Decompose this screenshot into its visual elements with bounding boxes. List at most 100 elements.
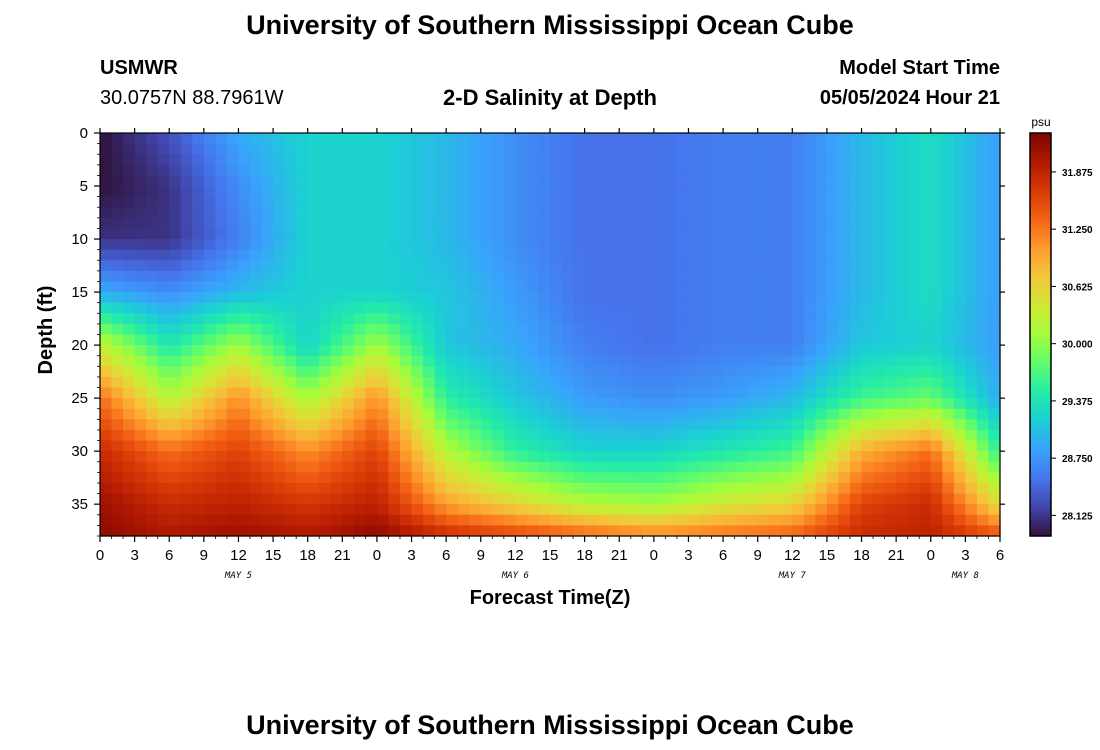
heatmap-cell — [988, 281, 1001, 293]
heatmap-cell — [538, 260, 551, 272]
heatmap-cell — [538, 461, 551, 473]
heatmap-cell — [342, 376, 355, 389]
heatmap-cell — [319, 302, 332, 314]
heatmap-cell — [907, 504, 920, 516]
heatmap-cell — [746, 239, 759, 251]
heatmap-cell — [596, 175, 609, 187]
heatmap-cell — [203, 249, 216, 261]
heatmap-cell — [734, 143, 747, 155]
heatmap-cell — [746, 345, 759, 357]
heatmap-cell — [711, 143, 724, 155]
heatmap-cell — [365, 302, 378, 314]
heatmap-cell — [307, 408, 320, 420]
heatmap-cell — [942, 323, 955, 336]
heatmap-cell — [561, 440, 574, 452]
heatmap-cell — [503, 323, 516, 336]
heatmap-cell — [711, 440, 724, 452]
heatmap-cell — [307, 472, 320, 484]
heatmap-cell — [515, 525, 528, 537]
heatmap-cell — [607, 345, 620, 357]
heatmap-cell — [446, 429, 459, 442]
heatmap-cell — [134, 292, 147, 304]
heatmap-cell — [896, 228, 909, 240]
heatmap-cell — [296, 239, 309, 251]
heatmap-cell — [388, 376, 401, 389]
heatmap-cell — [365, 239, 378, 251]
heatmap-cell — [619, 207, 632, 219]
heatmap-cell — [815, 504, 828, 516]
heatmap-cell — [976, 355, 990, 367]
heatmap-cell — [734, 429, 747, 442]
station-coordinates: 30.0757N 88.7961W — [100, 87, 284, 109]
heatmap-cell — [942, 482, 955, 495]
heatmap-cell — [388, 154, 401, 166]
heatmap-cell — [400, 398, 413, 410]
heatmap-cell — [480, 154, 493, 166]
heatmap-cell — [157, 281, 170, 293]
heatmap-cell — [976, 345, 990, 357]
heatmap-cell — [296, 440, 309, 452]
heatmap-cell — [226, 493, 240, 505]
heatmap-cell — [307, 366, 320, 378]
heatmap-cell — [388, 461, 401, 473]
heatmap-cell — [780, 472, 793, 484]
heatmap-cell — [307, 345, 320, 357]
heatmap-cell — [400, 376, 413, 389]
heatmap-cell — [769, 164, 782, 177]
heatmap-cell — [803, 270, 816, 283]
heatmap-cell — [296, 154, 309, 166]
heatmap-cell — [953, 461, 966, 473]
heatmap-cell — [884, 323, 897, 336]
heatmap-cell — [261, 482, 274, 495]
heatmap-cell — [965, 133, 978, 145]
heatmap-cell — [261, 175, 274, 187]
heatmap-cell — [942, 175, 955, 187]
heatmap-cell — [642, 419, 655, 431]
heatmap-cell — [296, 302, 309, 314]
heatmap-cell — [826, 302, 840, 314]
heatmap-cell — [503, 154, 516, 166]
heatmap-cell — [365, 154, 378, 166]
heatmap-cell — [423, 334, 436, 346]
heatmap-cell — [423, 313, 436, 325]
heatmap-cell — [250, 281, 263, 293]
heatmap-cell — [550, 302, 563, 314]
heatmap-cell — [838, 133, 851, 145]
heatmap-cell — [676, 525, 690, 537]
heatmap-cell — [953, 504, 966, 516]
y-tick-label: 5 — [80, 178, 88, 195]
heatmap-cell — [215, 239, 228, 251]
heatmap-cell — [792, 461, 805, 473]
heatmap-cell — [584, 525, 597, 537]
heatmap-cell — [561, 451, 574, 463]
heatmap-cell — [330, 249, 343, 261]
heatmap-cell — [746, 292, 759, 304]
heatmap-cell — [226, 217, 240, 230]
heatmap-cell — [711, 270, 724, 283]
heatmap-cell — [434, 313, 447, 325]
heatmap-cell — [596, 408, 609, 420]
heatmap-cell — [134, 472, 147, 484]
heatmap-cell — [561, 366, 574, 378]
heatmap-cell — [780, 281, 793, 293]
heatmap-cell — [734, 525, 747, 537]
heatmap-cell — [757, 461, 770, 473]
heatmap-cell — [215, 186, 228, 198]
heatmap-cell — [723, 164, 736, 177]
heatmap-cell — [146, 228, 159, 240]
heatmap-cell — [538, 217, 551, 230]
heatmap-cell — [376, 429, 390, 442]
heatmap-cell — [411, 398, 424, 410]
heatmap-cell — [873, 419, 886, 431]
heatmap-cell — [700, 366, 713, 378]
heatmap-cell — [538, 323, 551, 336]
heatmap-cell — [884, 366, 897, 378]
heatmap-cell — [953, 143, 966, 155]
heatmap-cell — [723, 504, 736, 516]
heatmap-cell — [296, 133, 309, 145]
heatmap-cell — [803, 451, 816, 463]
heatmap-cell — [826, 482, 840, 495]
heatmap-cell — [250, 207, 263, 219]
heatmap-cell — [723, 472, 736, 484]
heatmap-cell — [988, 217, 1001, 230]
